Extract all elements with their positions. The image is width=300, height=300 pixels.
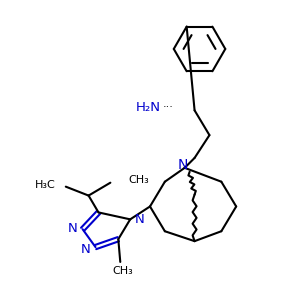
Text: N: N <box>68 222 78 235</box>
Text: H₂N: H₂N <box>136 101 160 114</box>
Text: CH₃: CH₃ <box>128 175 149 185</box>
Text: CH₃: CH₃ <box>112 266 133 276</box>
Text: ···: ··· <box>162 102 173 112</box>
Text: H₃C: H₃C <box>35 180 56 190</box>
Text: N: N <box>81 243 91 256</box>
Text: N: N <box>135 213 145 226</box>
Text: N: N <box>178 158 188 172</box>
